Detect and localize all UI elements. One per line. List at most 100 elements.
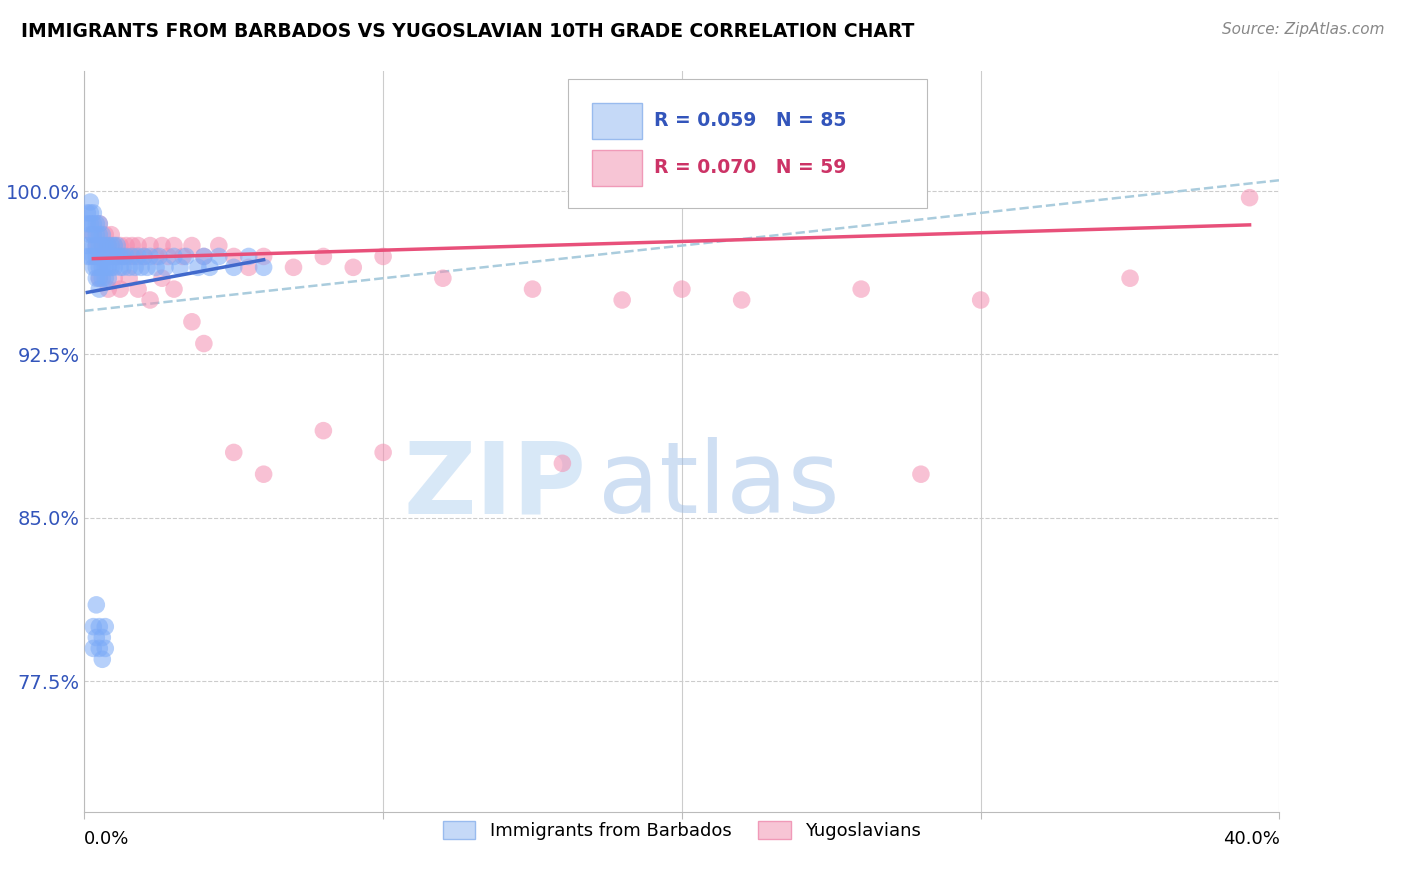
Text: R = 0.070   N = 59: R = 0.070 N = 59 [654, 158, 846, 178]
Point [208, 250, 231, 264]
Point [129, 260, 152, 275]
Point [103, 238, 125, 252]
Point [132, 250, 156, 264]
Point [86, 217, 108, 231]
Point [94, 260, 117, 275]
Point [253, 250, 276, 264]
Point [145, 260, 167, 275]
Point [522, 282, 544, 296]
Point [89, 282, 111, 296]
Point [103, 250, 125, 264]
Point [79, 217, 101, 231]
Point [79, 194, 101, 209]
Point [94, 641, 117, 656]
Point [112, 260, 135, 275]
Point [112, 250, 135, 264]
Point [97, 282, 120, 296]
Point [174, 250, 197, 264]
Point [94, 227, 117, 242]
Point [94, 238, 117, 252]
Point [127, 250, 149, 264]
Point [172, 250, 194, 264]
Point [198, 260, 221, 275]
Point [89, 641, 111, 656]
Point [89, 620, 111, 634]
Point [121, 238, 143, 252]
Point [94, 271, 117, 285]
Point [671, 282, 693, 296]
Point [110, 250, 132, 264]
Point [86, 227, 108, 242]
Point [222, 445, 245, 459]
Point [253, 467, 276, 482]
Point [82, 217, 104, 231]
Point [136, 260, 159, 275]
Point [82, 227, 104, 242]
Point [150, 238, 173, 252]
Point [94, 250, 117, 264]
Point [82, 260, 104, 275]
Point [91, 227, 114, 242]
Point [127, 238, 149, 252]
Point [86, 238, 108, 252]
Point [238, 250, 260, 264]
Point [124, 250, 146, 264]
Point [193, 250, 215, 264]
Point [238, 260, 260, 275]
Point [89, 271, 111, 285]
Point [222, 260, 245, 275]
Point [910, 467, 932, 482]
Point [100, 238, 122, 252]
Text: R = 0.059   N = 85: R = 0.059 N = 85 [654, 112, 846, 130]
Point [163, 250, 186, 264]
FancyBboxPatch shape [592, 150, 643, 186]
Point [110, 260, 132, 275]
Point [115, 238, 138, 252]
Point [132, 250, 156, 264]
Point [222, 250, 245, 264]
Point [731, 293, 754, 307]
Point [373, 250, 395, 264]
FancyBboxPatch shape [568, 78, 927, 209]
Point [91, 271, 114, 285]
Point [551, 456, 574, 470]
Point [86, 271, 108, 285]
Point [139, 250, 162, 264]
Point [97, 238, 120, 252]
Point [127, 282, 149, 296]
Point [89, 250, 111, 264]
Point [145, 250, 167, 264]
Point [193, 336, 215, 351]
Point [79, 227, 101, 242]
Point [91, 238, 114, 252]
Point [253, 260, 276, 275]
Point [121, 250, 143, 264]
Point [82, 250, 104, 264]
Point [181, 238, 204, 252]
Point [91, 250, 114, 264]
Point [181, 315, 204, 329]
Point [193, 250, 215, 264]
Point [283, 260, 305, 275]
Point [89, 238, 111, 252]
Point [91, 631, 114, 645]
Point [89, 260, 111, 275]
FancyBboxPatch shape [592, 103, 643, 139]
Point [103, 260, 125, 275]
Point [312, 250, 335, 264]
Point [112, 250, 135, 264]
Point [118, 271, 141, 285]
Point [124, 260, 146, 275]
Point [851, 282, 873, 296]
Point [105, 238, 128, 252]
Point [115, 250, 138, 264]
Point [97, 250, 120, 264]
Point [110, 238, 132, 252]
Point [103, 271, 125, 285]
Point [79, 206, 101, 220]
Point [76, 206, 98, 220]
Point [312, 424, 335, 438]
Point [91, 260, 114, 275]
Point [118, 260, 141, 275]
Point [148, 250, 170, 264]
